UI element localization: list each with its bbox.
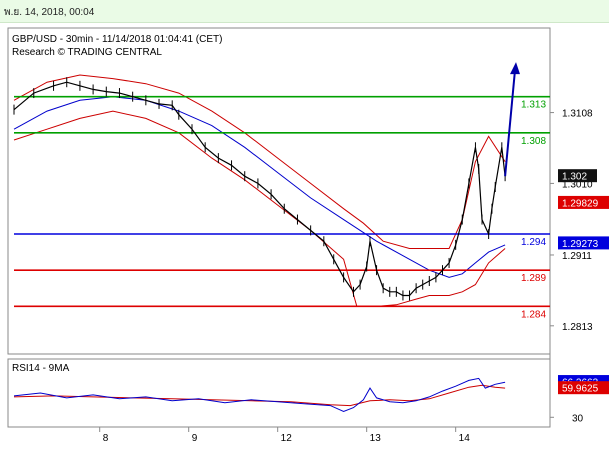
price-tag-label: 1.302 [562, 172, 587, 183]
support-resistance-levels: 1.313 1.308 1.294 1.289 1.284 [14, 95, 550, 320]
price-tag-label: 1.29829 [562, 198, 599, 209]
bollinger-bands [13, 74, 506, 307]
y-tick-label: 1.2911 [562, 251, 592, 262]
price-line [13, 81, 506, 297]
rsi-lines: 3066.266359.9625 [13, 375, 609, 424]
x-tick-label: 8 [103, 433, 109, 444]
level-label: 1.284 [521, 309, 546, 320]
price-tags: 1.302 1.29829 1.29273 [558, 169, 609, 250]
x-axis-ticks: 8 9 12 13 14 [99, 427, 471, 444]
x-tick-label: 14 [459, 433, 471, 444]
x-tick-label: 12 [281, 433, 293, 444]
level-label: 1.313 [521, 100, 546, 111]
rsi-tag-label: 59.9625 [562, 384, 599, 395]
rsi-tick-label: 30 [572, 413, 584, 424]
moving-average-line [13, 96, 506, 278]
price-tag-box [558, 236, 609, 250]
timestamp-label: พ.ย. 14, 2018, 00:04 [4, 7, 95, 18]
bollinger-lower-line [13, 110, 506, 307]
level-label: 1.308 [521, 136, 546, 147]
price-tag-label: 1.29273 [562, 239, 599, 250]
y-tick-label: 1.3108 [562, 109, 593, 120]
level-label: 1.289 [521, 273, 546, 284]
rsi-title: RSI14 - 9MA [12, 363, 70, 374]
y-tick-label: 1.2813 [562, 322, 593, 333]
chart-title: GBP/USD - 30min - 11/14/2018 01:04:41 (C… [12, 34, 222, 45]
y-axis-ticks: 1.3108 1.3010 1.2911 1.2813 [550, 109, 593, 333]
rsi-line [13, 377, 506, 413]
projection-arrow [504, 62, 520, 177]
chart-subtitle: Research © TRADING CENTRAL [12, 47, 162, 58]
timestamp-bar: พ.ย. 14, 2018, 00:04 [0, 0, 609, 23]
bollinger-upper-line [13, 74, 506, 249]
price-tag-box [558, 195, 609, 209]
rsi-panel-frame [7, 358, 551, 428]
moving-average [13, 96, 506, 278]
rsi-tag-box [558, 381, 609, 395]
x-tick-label: 9 [192, 433, 198, 444]
level-label: 1.294 [521, 237, 546, 248]
projection-line [504, 70, 516, 177]
projection-arrowhead [510, 62, 520, 75]
y-tick-label: 1.3010 [562, 179, 593, 190]
price-tag-box [558, 169, 597, 183]
x-tick-label: 13 [370, 433, 382, 444]
price-series [13, 77, 506, 301]
